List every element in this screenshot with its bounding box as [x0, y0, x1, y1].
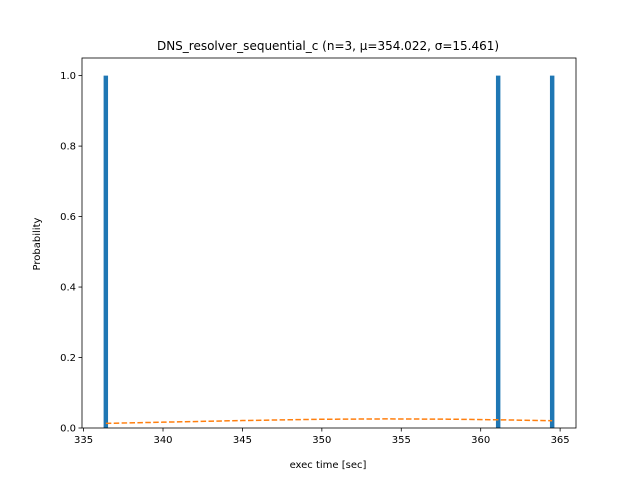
x-tick-label-5: 360 — [471, 435, 490, 446]
x-tick-label-4: 355 — [392, 435, 411, 446]
chart-title: DNS_resolver_sequential_c (n=3, μ=354.02… — [157, 39, 499, 53]
y-tick-label-3: 0.6 — [60, 212, 76, 223]
y-axis-label: Probability — [32, 217, 43, 270]
x-tick-label-1: 340 — [153, 435, 172, 446]
x-tick-label-3: 350 — [312, 435, 331, 446]
plot-frame — [81, 57, 577, 429]
x-axis-label: exec time [sec] — [290, 460, 367, 471]
x-tick-label-6: 365 — [551, 435, 570, 446]
bar-2 — [549, 75, 555, 428]
x-axis-ticks: 335 340 345 350 355 360 365 — [74, 428, 570, 446]
y-tick-label-0: 0.0 — [60, 424, 76, 435]
bar-1 — [495, 75, 501, 428]
y-tick-label-5: 1.0 — [60, 71, 76, 82]
y-tick-label-2: 0.4 — [60, 283, 76, 294]
y-tick-label-4: 0.8 — [60, 142, 76, 153]
y-axis-ticks: 0.0 0.2 0.4 0.6 0.8 1.0 — [60, 71, 82, 435]
line-1 — [105, 418, 553, 425]
bar-series — [103, 75, 555, 428]
bar-0 — [103, 75, 109, 428]
line-series — [105, 418, 553, 425]
x-tick-label-0: 335 — [74, 435, 93, 446]
y-tick-label-1: 0.2 — [60, 353, 76, 364]
x-tick-label-2: 345 — [233, 435, 252, 446]
